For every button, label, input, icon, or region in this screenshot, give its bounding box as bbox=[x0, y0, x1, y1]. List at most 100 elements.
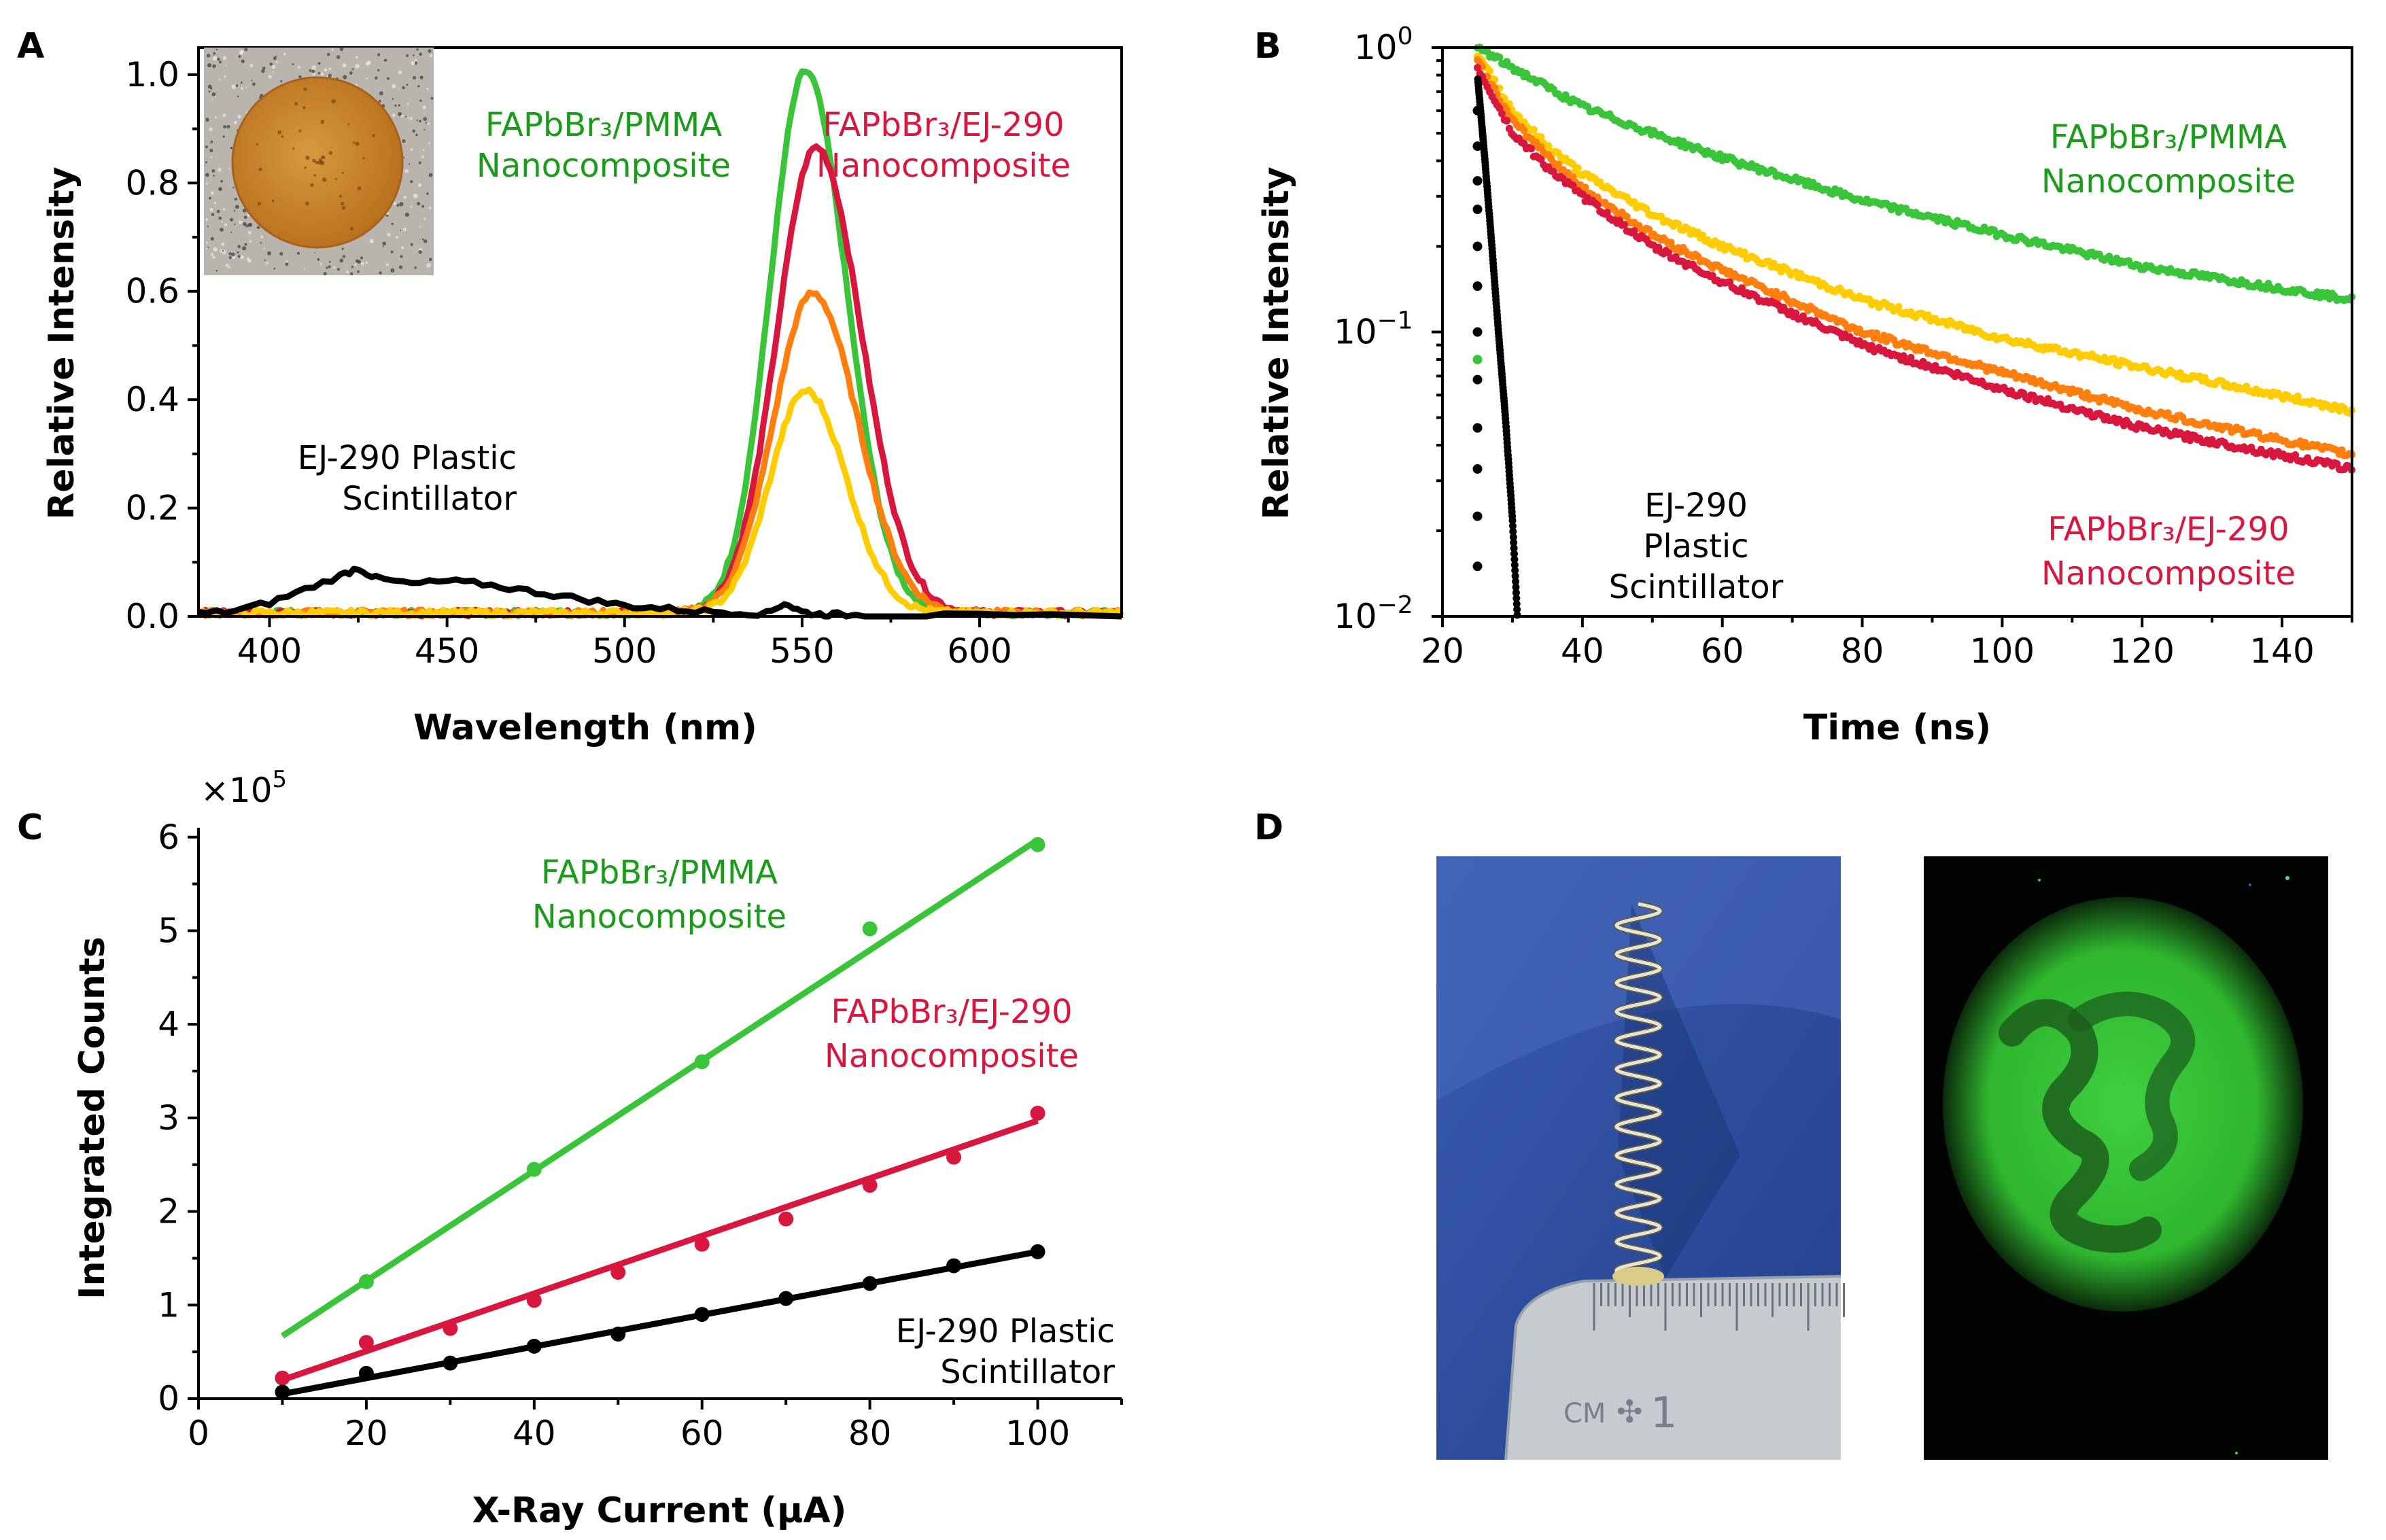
film-spot bbox=[305, 201, 309, 206]
speckle bbox=[398, 113, 400, 116]
speckle bbox=[213, 247, 218, 251]
b-point bbox=[1503, 117, 1511, 125]
b-series-0 bbox=[1474, 43, 2355, 304]
film-spot bbox=[319, 160, 325, 166]
speckle bbox=[228, 167, 230, 169]
b-point bbox=[1511, 566, 1519, 574]
speckle bbox=[416, 119, 418, 122]
b-point bbox=[1667, 239, 1675, 247]
c-fit-line bbox=[280, 837, 1040, 1339]
film-spot bbox=[328, 151, 333, 155]
a-xtick-label: 450 bbox=[415, 631, 479, 671]
speckle bbox=[342, 255, 346, 258]
speckle bbox=[262, 67, 266, 70]
c-point bbox=[694, 1054, 710, 1070]
speckle bbox=[237, 114, 241, 119]
speckle bbox=[243, 215, 247, 220]
c-anno-plastic-line1: EJ-290 Plastic bbox=[896, 1312, 1115, 1350]
film-spot bbox=[334, 178, 337, 181]
speckle bbox=[400, 255, 403, 258]
speckle bbox=[205, 161, 208, 164]
speckle bbox=[210, 156, 213, 158]
spring-photo: CM ✣ 1 bbox=[1436, 856, 1845, 1460]
speckle bbox=[328, 73, 332, 78]
film-spot bbox=[302, 106, 306, 109]
a-anno-pmma-line1: FAPbBr₃/PMMA bbox=[485, 106, 722, 144]
b-xlabel: Time (ns) bbox=[1803, 707, 1991, 748]
speckle bbox=[402, 86, 405, 90]
spring-base bbox=[1612, 1267, 1664, 1286]
speckle bbox=[331, 48, 334, 51]
film-spot bbox=[313, 174, 317, 177]
speckle bbox=[328, 265, 331, 268]
speckle bbox=[400, 114, 404, 118]
c-point bbox=[358, 1365, 374, 1381]
speckle bbox=[423, 117, 427, 121]
speckle bbox=[333, 266, 336, 269]
speckle bbox=[324, 68, 328, 72]
film-spot bbox=[339, 194, 343, 198]
panel-c-chart: 0 20 40 60 80 100 0 1 2 3 4 5 6 ×105 FAPbBr₃/PMMA Na… bbox=[158, 766, 1123, 1453]
a-xtick-label: 500 bbox=[592, 631, 657, 671]
film-spot bbox=[257, 201, 262, 206]
film-spot bbox=[331, 99, 336, 104]
speckle bbox=[220, 228, 224, 232]
speckle bbox=[375, 76, 378, 80]
b-point bbox=[1630, 227, 1638, 235]
speckle bbox=[398, 104, 400, 107]
speckle bbox=[377, 69, 380, 72]
speckle bbox=[249, 240, 252, 243]
speckle bbox=[210, 191, 214, 195]
a-anno-ej-line1: FAPbBr₃/EJ-290 bbox=[823, 106, 1064, 144]
speckle bbox=[413, 194, 418, 198]
speckle bbox=[407, 116, 409, 119]
speckle bbox=[272, 71, 275, 73]
speckle bbox=[268, 75, 272, 79]
speckle bbox=[428, 173, 433, 177]
speckle bbox=[206, 247, 208, 250]
speckle bbox=[212, 256, 215, 259]
speckle bbox=[245, 224, 249, 228]
sample-photo-inset bbox=[204, 47, 434, 276]
speckle bbox=[430, 97, 434, 100]
speckle bbox=[212, 56, 217, 61]
speckle bbox=[220, 249, 223, 253]
speckle bbox=[263, 247, 265, 249]
speckle bbox=[249, 64, 254, 68]
speckle bbox=[245, 86, 247, 88]
speckle bbox=[214, 116, 217, 119]
speckle bbox=[405, 116, 407, 118]
speckle bbox=[208, 196, 211, 200]
c-xtick-label: 40 bbox=[513, 1414, 556, 1453]
c-ytick-label: 5 bbox=[158, 911, 179, 950]
speckle bbox=[412, 129, 415, 133]
speckle bbox=[247, 258, 252, 263]
a-anno-plastic-line1: EJ-290 Plastic bbox=[298, 439, 517, 477]
speckle bbox=[414, 266, 417, 269]
speckle bbox=[339, 47, 344, 52]
speckle bbox=[329, 261, 331, 263]
speckle bbox=[407, 103, 409, 105]
speckle bbox=[393, 201, 397, 205]
speckle bbox=[409, 117, 413, 120]
spring-coil bbox=[1614, 902, 1662, 1280]
c-ytick-label: 2 bbox=[158, 1192, 179, 1231]
speckle bbox=[357, 270, 360, 273]
speckle bbox=[211, 169, 215, 173]
b-point bbox=[1544, 142, 1553, 150]
speckle bbox=[402, 139, 406, 143]
ruler bbox=[1506, 1276, 1841, 1460]
film-spot bbox=[315, 160, 319, 164]
b-point bbox=[1699, 231, 1707, 239]
speckle bbox=[266, 262, 269, 264]
speckle bbox=[273, 267, 276, 270]
speckle bbox=[225, 65, 227, 67]
speckle bbox=[422, 105, 427, 109]
a-ytick-label: 1.0 bbox=[125, 55, 179, 94]
speckle bbox=[311, 69, 315, 73]
c-point bbox=[862, 921, 878, 937]
speckle bbox=[392, 98, 394, 100]
speckle bbox=[382, 245, 384, 247]
a-xlabel: Wavelength (nm) bbox=[413, 707, 757, 748]
